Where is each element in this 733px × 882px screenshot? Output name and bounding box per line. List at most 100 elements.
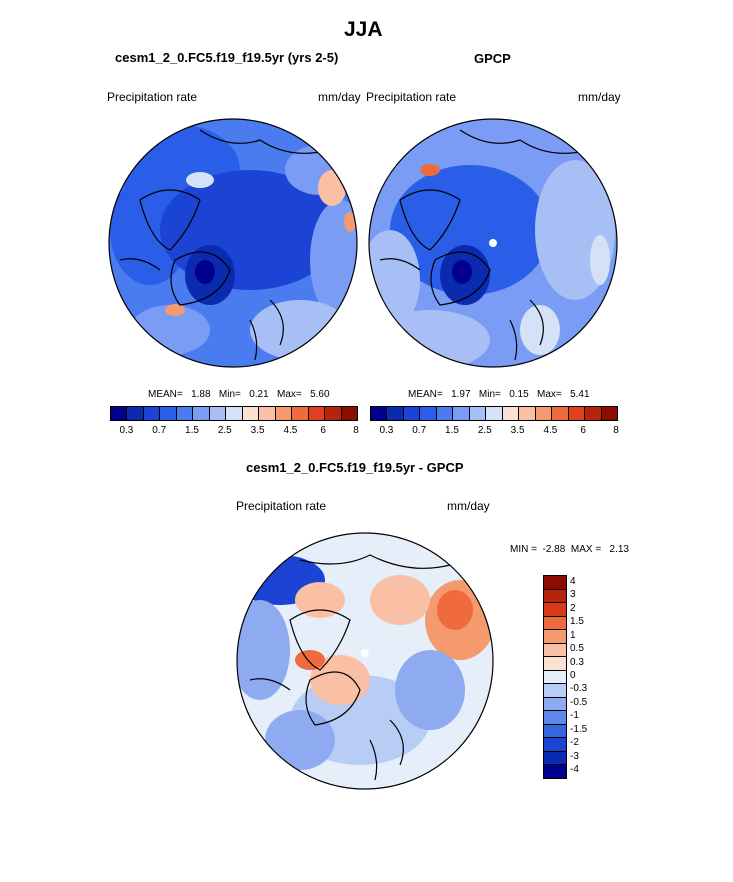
colorbar-segment [568,407,586,420]
colorbar-segment [292,407,309,420]
colorbar-segment [143,407,161,420]
colorbar-segment [544,657,566,671]
obs-min-value: 0.15 [509,389,529,400]
model-max-value: 5.60 [310,389,330,400]
diff-min-value: -2.88 [542,544,566,555]
colorbar-tick-label: 0.7 [152,425,167,436]
colorbar-segment [552,407,569,420]
colorbar-tick-label: 3.5 [250,425,265,436]
obs-mean-value: 1.97 [451,389,471,400]
colorbar-tick-label: 1.5 [570,616,584,628]
colorbar-segment [519,407,536,420]
colorbar-tick-label: -3 [570,750,579,762]
colorbar-tick-label: -4 [570,764,579,776]
colorbar-tick-label: 8 [353,425,359,436]
obs-stats: MEAN= 1.97 Min= 0.15 Max= 5.41 [408,389,590,400]
colorbar-segment [486,407,503,420]
colorbar-tick-label: 0.5 [570,643,584,655]
colorbar-segment [544,751,566,766]
colorbar-tick-label: 0.3 [119,425,134,436]
diff-panel-title: cesm1_2_0.FC5.f19_f19.5yr - GPCP [246,460,464,475]
colorbar-segment [544,765,566,778]
colorbar-segment [226,407,243,420]
colorbar-segment [601,407,618,420]
colorbar-segment [544,724,566,739]
colorbar-segment [193,407,210,420]
obs-colorbar [370,406,618,421]
obs-mean-label: MEAN= [408,389,443,400]
colorbar-segment [469,407,487,420]
colorbar-segment [111,407,128,420]
model-units: mm/day [318,90,361,104]
colorbar-tick-label: 2.5 [477,425,492,436]
colorbar-segment [544,576,566,590]
diff-colorbar [543,575,567,779]
colorbar-tick-label: 2 [570,602,576,614]
colorbar-segment [209,407,227,420]
colorbar-tick-label: 3.5 [510,425,525,436]
colorbar-segment [544,738,566,752]
model-mean-value: 1.88 [191,389,211,400]
colorbar-tick-label: 8 [613,425,619,436]
colorbar-tick-label: 3 [570,589,576,601]
colorbar-tick-label: 1.5 [445,425,459,436]
colorbar-tick-label: -2 [570,737,579,749]
colorbar-segment [160,407,177,420]
colorbar-segment [502,407,520,420]
obs-units: mm/day [578,90,621,104]
colorbar-tick-label: 0.7 [412,425,427,436]
colorbar-tick-label: 4.5 [543,425,558,436]
colorbar-segment [544,643,566,658]
colorbar-segment [453,407,470,420]
colorbar-tick-label: 1.5 [185,425,199,436]
diff-precip-map [237,533,493,789]
model-var-label: Precipitation rate [107,90,198,104]
colorbar-segment [259,407,276,420]
obs-max-value: 5.41 [570,389,590,400]
diff-max-value: 2.13 [609,544,629,555]
model-colorbar [110,406,358,421]
diff-stats: MIN = -2.88 MAX = 2.13 [510,544,629,555]
colorbar-segment [544,711,566,725]
figure-title: JJA [344,18,383,41]
colorbar-segment [544,697,566,712]
obs-panel-title: GPCP [474,51,511,66]
colorbar-tick-label: -1.5 [570,723,588,735]
colorbar-segment [275,407,293,420]
colorbar-segment [544,684,566,698]
colorbar-segment [371,407,388,420]
colorbar-segment [325,407,342,420]
model-stats: MEAN= 1.88 Min= 0.21 Max= 5.60 [148,389,330,400]
colorbar-segment [341,407,358,420]
colorbar-tick-label: 1 [570,629,576,641]
obs-var-label: Precipitation rate [366,90,457,104]
diff-max-label: MAX = [570,544,602,555]
diff-var-label: Precipitation rate [236,499,327,513]
colorbar-segment [436,407,454,420]
colorbar-tick-label: -0.3 [570,683,588,695]
colorbar-segment [544,603,566,617]
colorbar-segment [544,616,566,631]
colorbar-segment [544,589,566,604]
model-panel-title: cesm1_2_0.FC5.f19_f19.5yr (yrs 2-5) [115,50,339,65]
colorbar-segment [127,407,144,420]
colorbar-segment [420,407,437,420]
model-min-value: 0.21 [249,389,269,400]
obs-min-label: Min= [478,389,501,400]
colorbar-tick-label: 0 [570,670,576,681]
colorbar-segment [544,630,566,644]
colorbar-tick-label: 2.5 [217,425,232,436]
model-max-label: Max= [277,389,302,400]
diff-min-label: MIN = [510,544,537,555]
colorbar-tick-label: 0.3 [379,425,394,436]
colorbar-tick-label: -0.5 [570,696,588,708]
colorbar-segment [544,670,566,685]
colorbar-tick-label: -1 [570,710,579,722]
colorbar-segment [535,407,553,420]
model-precip-map [109,119,357,367]
model-mean-label: MEAN= [148,389,183,400]
colorbar-tick-label: 6 [580,425,586,436]
colorbar-tick-label: 4 [570,575,576,587]
diff-units: mm/day [447,499,490,513]
